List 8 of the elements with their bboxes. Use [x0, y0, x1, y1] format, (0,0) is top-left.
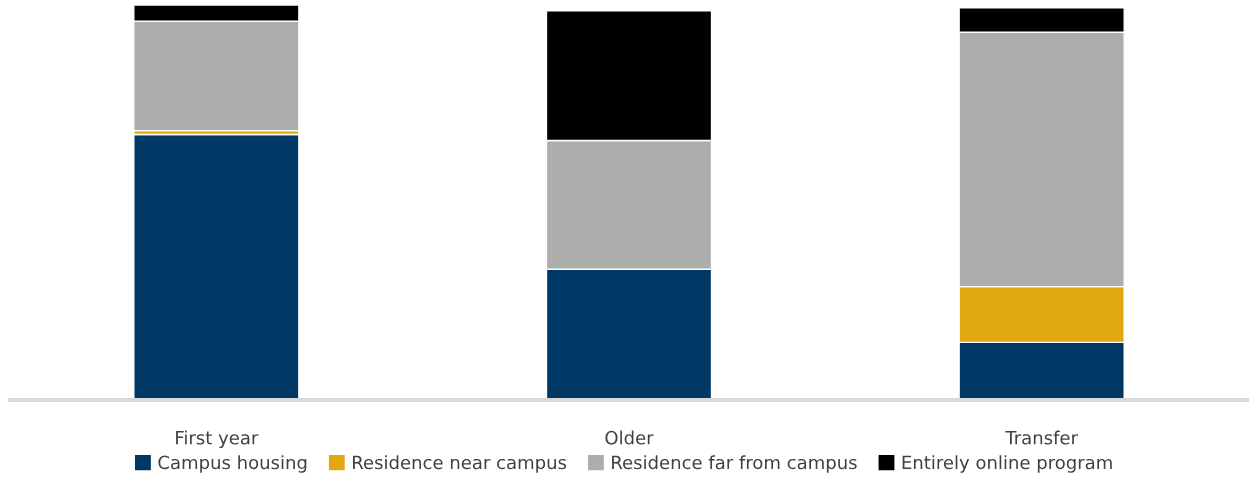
bar	[133, 133, 300, 400]
legend-label: Residence near campus	[353, 455, 567, 473]
legend-label: Residence far from campus	[612, 455, 857, 473]
legend-label: Entirely online program	[902, 455, 1112, 473]
x-tick-label: Transfer	[1005, 430, 1078, 445]
legend-label: Campus housing	[158, 455, 307, 473]
x-tick-label: First year	[176, 430, 259, 449]
x-tick-label: Older	[605, 430, 654, 445]
